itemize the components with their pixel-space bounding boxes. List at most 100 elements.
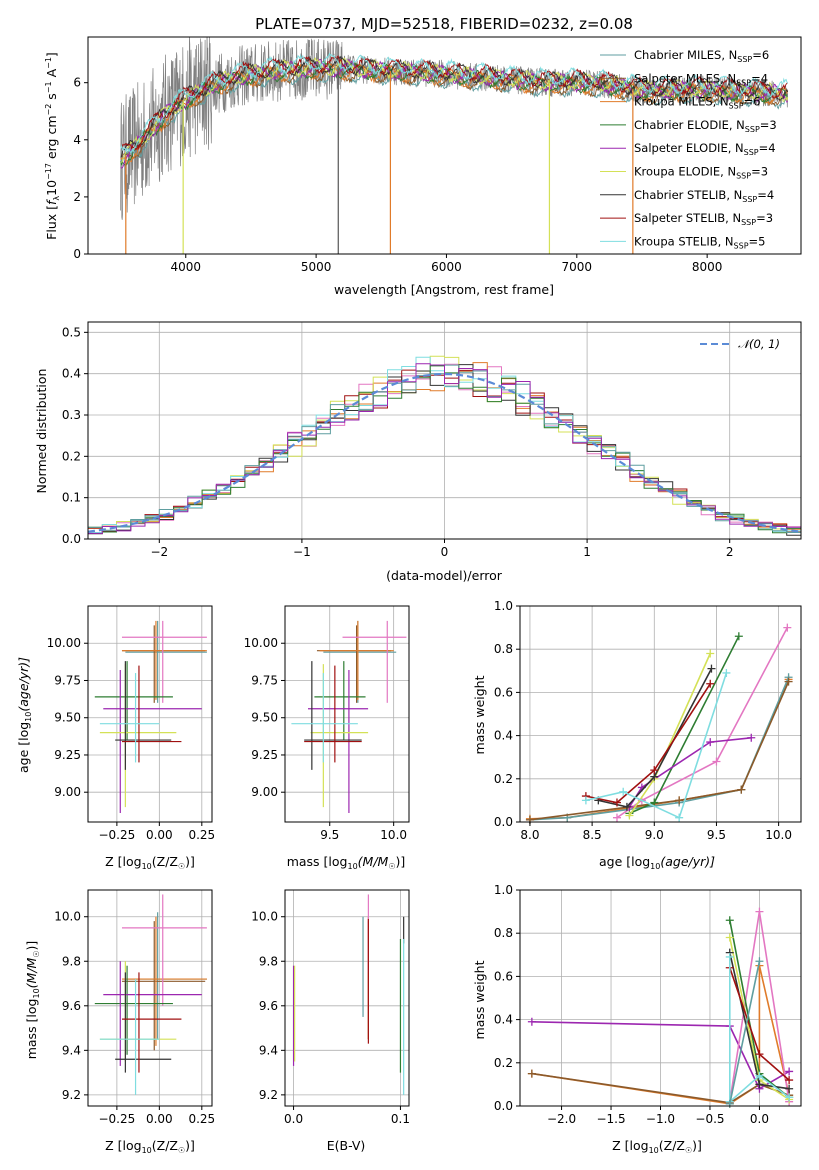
wz-xtick-label: −1.5: [596, 1112, 625, 1126]
wage-point-5-2: [706, 738, 715, 747]
wage-point-4-2: [734, 632, 743, 641]
wz-point-6-2: [785, 1084, 794, 1093]
agem-frame: [284, 605, 410, 823]
wz-xtick-label: −2.0: [547, 1112, 576, 1126]
residual-ytick-label: 0.3: [62, 408, 81, 422]
residual-plot-area: [88, 322, 801, 540]
residual-xtick-label: −1: [293, 545, 311, 559]
me-ytick-label: 9.6: [259, 999, 278, 1013]
legend-entry-1: Salpeter MILES, NSSP=4: [634, 71, 768, 87]
mz-xtick-label: −0.25: [98, 1112, 135, 1126]
wz-point-7-1: [755, 1050, 764, 1059]
wz-ylabel: mass weight: [472, 960, 487, 1039]
wz-point-7-2: [785, 1076, 794, 1085]
wage-point-5-3: [747, 733, 756, 742]
residual-histogram-8: [88, 363, 801, 534]
residual-ytick-label: 0.2: [62, 449, 81, 463]
legend-entry-8: Kroupa STELIB, NSSP=5: [634, 234, 765, 250]
mz-xtick-label: 0.25: [188, 1112, 215, 1126]
mz-ytick-label: 9.8: [62, 954, 81, 968]
spectrum-panel: PLATE=0737, MJD=52518, FIBERID=0232, z=0…: [44, 15, 802, 297]
wage-point-7-3: [707, 664, 716, 673]
age-vs-mass-panel: 9.5 10.0 9.00 9.25 9.50 9.75 10.00: [244, 605, 410, 842]
spectrum-xtick-label: 7000: [562, 260, 593, 274]
wage-series-8: [585, 683, 711, 804]
wz-xtick-label: −1.0: [646, 1112, 675, 1126]
wage-ylabel: mass weight: [472, 675, 487, 754]
me-xtick-label: 0.0: [284, 1112, 303, 1126]
wz-series-2: [531, 1021, 790, 1090]
spectrum-ytick-label: 2: [73, 190, 81, 204]
wage-ytick-label: 0.8: [494, 642, 513, 656]
wage-ytick-label: 0.4: [494, 729, 513, 743]
wz-xtick-label: −0.5: [695, 1112, 724, 1126]
mz-ytick-label: 9.4: [62, 1043, 81, 1057]
wz-point-4-0: [725, 916, 734, 925]
agez-xtick-label: 0.25: [188, 828, 215, 842]
agem-marks: [291, 620, 407, 814]
model-spectrum-c_stelib_krou: [120, 52, 789, 153]
weight-vs-metallicity-panel: −2.0 −1.5 −1.0 −0.5 0.0 0.0 0.2 0.4 0.6 0.8 1.0: [494, 883, 802, 1126]
residual-ytick-label: 0.4: [62, 367, 81, 381]
wz-point-1-0: [527, 1069, 536, 1078]
wage-xtick-label: 8.5: [583, 828, 602, 842]
me-xtick-label: 0.1: [391, 1112, 410, 1126]
wz-ytick-label: 1.0: [494, 883, 513, 897]
spectrum-ytick-label: 6: [73, 76, 81, 90]
spectrum-ytick-label: 0: [73, 247, 81, 261]
wz-ytick-label: 0.0: [494, 1099, 513, 1113]
me-frame: [284, 889, 410, 1107]
mz-ytick-label: 9.6: [62, 999, 81, 1013]
spectrum-frame: [87, 36, 802, 255]
wage-point-7-1: [622, 802, 631, 811]
mz-frame: [87, 889, 213, 1107]
agez-xlabel: Z [log10(Z/Z☉)]: [105, 854, 195, 871]
wage-series-7: [598, 668, 713, 808]
spectrum-xtick-label: 8000: [692, 260, 723, 274]
agez-ytick-label: 9.00: [54, 785, 81, 799]
wz-ytick-label: 0.8: [494, 926, 513, 940]
residual-legend: 𝒩(0, 1): [700, 337, 780, 351]
weight-vs-age-panel: 8.0 8.5 9.0 9.5 10.0 0.0 0.2 0.4 0.6 0.8 1.0: [494, 599, 802, 842]
agem-xlabel: mass [log10(M/M☉)]: [287, 854, 406, 871]
residual-ytick-label: 0.5: [62, 325, 81, 339]
mz-marks: [94, 894, 207, 1095]
mass-vs-metallicity-panel: −0.25 0.00 0.25 9.2 9.4 9.6 9.8 10.0: [54, 889, 215, 1126]
wz-point-2-3: [785, 1067, 794, 1076]
mz-ytick-label: 9.2: [62, 1088, 81, 1102]
agem-ytick-label: 9.00: [251, 785, 278, 799]
wz-marks: [527, 907, 794, 1108]
wage-xtick-label: 9.0: [645, 828, 664, 842]
spectrum-xlabel: wavelength [Angstrom, rest frame]: [334, 282, 554, 297]
wz-ytick-label: 0.2: [494, 1056, 513, 1070]
residual-panel: −2 −1 0 1 2 0.0 0.1 0.2 0.3 0.4 0.5 (data-model)/e…: [34, 321, 802, 583]
wage-xtick-label: 9.5: [707, 828, 726, 842]
residual-xtick-label: 0: [441, 545, 449, 559]
residual-ytick-label: 0.0: [62, 532, 81, 546]
agem-ytick-label: 9.50: [251, 711, 278, 725]
wage-point-8-1: [612, 798, 621, 807]
model-spectrum-c_stelib_chab: [120, 55, 789, 158]
wage-point-9-2: [675, 813, 684, 822]
residual-ytick-label: 0.1: [62, 491, 81, 505]
legend-entry-5: Kroupa ELODIE, NSSP=3: [634, 165, 768, 181]
agem-ytick-label: 9.75: [251, 673, 278, 687]
normal-legend-label: 𝒩(0, 1): [738, 337, 780, 351]
legend-entry-4: Salpeter ELODIE, NSSP=4: [634, 141, 776, 157]
wage-series-2: [529, 681, 790, 821]
wz-point-2-0: [527, 1017, 536, 1026]
legend-entry-3: Chabrier ELODIE, NSSP=3: [634, 118, 777, 134]
wage-point-6-0: [625, 811, 634, 820]
wage-xlabel: age [log10(age/yr)]: [599, 854, 715, 871]
residual-xtick-label: 1: [583, 545, 591, 559]
agem-ytick-label: 10.00: [244, 636, 278, 650]
me-ytick-label: 9.8: [259, 954, 278, 968]
wage-ytick-label: 0.2: [494, 772, 513, 786]
agez-marks: [94, 620, 207, 814]
wage-point-2-3: [784, 677, 793, 686]
residual-xlabel: (data-model)/error: [386, 568, 503, 583]
me-marks: [292, 894, 405, 1095]
wage-frame: [519, 605, 802, 823]
agez-ytick-label: 9.75: [54, 673, 81, 687]
